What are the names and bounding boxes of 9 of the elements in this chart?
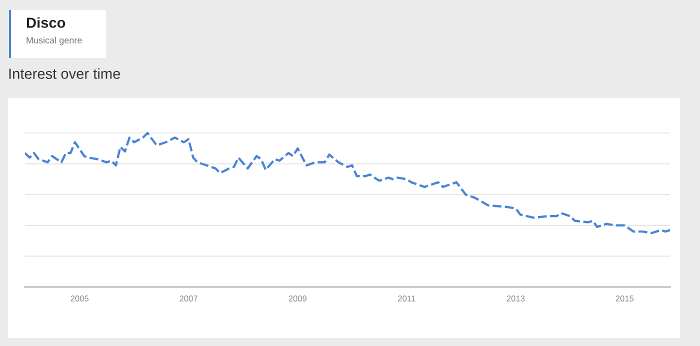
text: Interest over time	[9, 68, 120, 79]
x-tick-label: 2009	[288, 296, 307, 302]
x-tick-label: 2011	[398, 296, 416, 302]
chart-title: Disco	[26, 17, 66, 28]
x-tick-label: 2013	[506, 296, 525, 302]
chart-subtitle: Musical genre	[26, 36, 82, 46]
x-tick-label: 2015	[616, 296, 634, 302]
x-tick-label: 2007	[180, 296, 198, 302]
x-tick-label: 2005	[70, 296, 89, 302]
